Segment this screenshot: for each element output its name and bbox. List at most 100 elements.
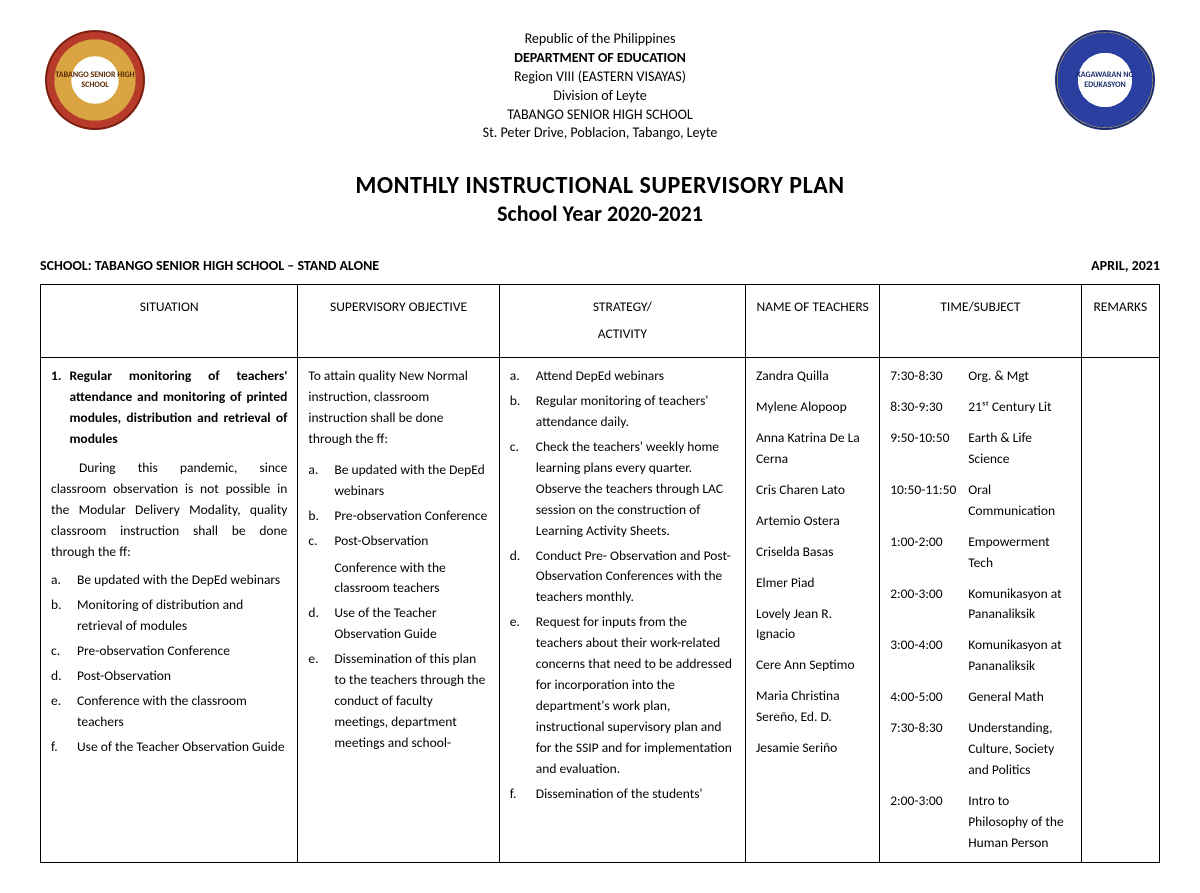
teacher-name: Cere Ann Septimo (756, 655, 869, 676)
strategy-item: Dissemination of the students' (536, 784, 703, 805)
teacher-name: Anna Katrina De La Cerna (756, 428, 869, 470)
cell-objective: To attain quality New Normal instruction… (298, 358, 499, 863)
letterhead: TABANGO SENIOR HIGH SCHOOL Republic of t… (40, 30, 1160, 143)
list-marker: c. (308, 531, 324, 552)
objective-list: a.Be updated with the DepEd webinars b. P… (308, 460, 488, 754)
situation-paragraph: During this pandemic, since classroom ob… (51, 458, 287, 563)
subject: Komunikasyon at Pananaliksik (968, 584, 1070, 626)
list-marker: c. (51, 641, 67, 662)
list-marker: e. (308, 649, 324, 754)
list-marker: e. (51, 691, 67, 733)
time-slot: 1:00-2:00 (890, 532, 958, 574)
col-header-time: TIME/SUBJECT (880, 285, 1081, 358)
list-marker: b. (510, 391, 526, 433)
situation-number: 1. (51, 366, 61, 450)
objective-item: Pre-observation Conference (334, 506, 487, 527)
teacher-name: Jesamie Seriño (756, 738, 869, 759)
school-seal-icon: TABANGO SENIOR HIGH SCHOOL (45, 30, 145, 130)
list-marker: a. (308, 460, 324, 502)
time-slot: 10:50-11:50 (890, 480, 958, 522)
list-marker: b. (308, 506, 324, 527)
list-marker: b. (51, 595, 67, 637)
col-header-strategy-top: STRATEGY/ (506, 297, 739, 318)
teacher-name: Zandra Quilla (756, 366, 869, 387)
strategy-item: Check the teachers' weekly home learning… (536, 437, 735, 542)
cell-teachers: Zandra Quilla Mylene Alopoop Anna Katrin… (745, 358, 879, 863)
objective-item: Post-Observation (334, 531, 428, 552)
col-header-teachers: NAME OF TEACHERS (745, 285, 879, 358)
objective-item: Be updated with the DepEd webinars (334, 460, 488, 502)
objective-item: Use of the Teacher Observation Guide (334, 603, 488, 645)
situation-item: Use of the Teacher Observation Guide (77, 737, 285, 758)
seal-right-text: KAGAWARAN NG EDUKASYON (1063, 70, 1147, 90)
time-slot: 2:00-3:00 (890, 584, 958, 626)
strategy-item: Conduct Pre- Observation and Post-Observ… (536, 546, 735, 609)
subject: Intro to Philosophy of the Human Person (968, 791, 1070, 854)
school-seal-left: TABANGO SENIOR HIGH SCHOOL (40, 30, 150, 130)
plan-row-1: 1. Regular monitoring of teachers' atten… (41, 358, 1160, 863)
list-marker (308, 558, 324, 600)
subject: General Math (968, 687, 1070, 708)
strategy-item: Regular monitoring of teachers' attendan… (536, 391, 735, 433)
time-slot: 7:30-8:30 (890, 366, 958, 387)
situation-item: Monitoring of distribution and retrieval… (77, 595, 287, 637)
time-slot: 2:00-3:00 (890, 791, 958, 854)
list-marker: d. (308, 603, 324, 645)
letterhead-line-2: DEPARTMENT OF EDUCATION (150, 49, 1050, 68)
time-slot: 8:30-9:30 (890, 397, 958, 418)
school-label: SCHOOL: TABANGO SENIOR HIGH SCHOOL – STA… (40, 257, 379, 274)
teacher-name: Artemio Ostera (756, 511, 869, 532)
cell-situation: 1. Regular monitoring of teachers' atten… (41, 358, 298, 863)
letterhead-line-5: TABANGO SENIOR HIGH SCHOOL (150, 106, 1050, 125)
situation-item: Post-Observation (77, 666, 171, 687)
letterhead-line-3: Region VIII (EASTERN VISAYAS) (150, 68, 1050, 87)
teacher-name: Cris Charen Lato (756, 480, 869, 501)
col-header-strategy: STRATEGY/ ACTIVITY (499, 285, 745, 358)
time-slot: 4:00-5:00 (890, 687, 958, 708)
document-subtitle: School Year 2020-2021 (40, 200, 1160, 227)
subject: Understanding, Culture, Society and Poli… (968, 718, 1070, 781)
list-marker: e. (510, 612, 526, 779)
plan-table-head: SITUATION SUPERVISORY OBJECTIVE STRATEGY… (41, 285, 1160, 358)
subject: Oral Communication (968, 480, 1070, 522)
list-marker: d. (51, 666, 67, 687)
list-marker: c. (510, 437, 526, 542)
strategy-item: Request for inputs from the teachers abo… (536, 612, 735, 779)
document-title-block: MONTHLY INSTRUCTIONAL SUPERVISORY PLAN S… (40, 171, 1160, 227)
letterhead-line-1: Republic of the Philippines (150, 30, 1050, 49)
situation-item: Pre-observation Conference (77, 641, 230, 662)
time-slot: 3:00-4:00 (890, 635, 958, 677)
strategy-item: Attend DepEd webinars (536, 366, 664, 387)
seal-left-text: TABANGO SENIOR HIGH SCHOOL (53, 70, 137, 90)
meta-row: SCHOOL: TABANGO SENIOR HIGH SCHOOL – STA… (40, 257, 1160, 274)
objective-item: Dissemination of this plan to the teache… (334, 649, 488, 754)
situation-item: Conference with the classroom teachers (77, 691, 287, 733)
subject: Empowerment Tech (968, 532, 1070, 574)
subject: Org. & Mgt (968, 366, 1070, 387)
document-title: MONTHLY INSTRUCTIONAL SUPERVISORY PLAN (40, 171, 1160, 200)
time-slot: 9:50-10:50 (890, 428, 958, 470)
col-header-situation: SITUATION (41, 285, 298, 358)
cell-time-subject: 7:30-8:30Org. & Mgt 8:30-9:3021ˢᵗ Centur… (880, 358, 1081, 863)
strategy-list: a.Attend DepEd webinars b.Regular monito… (510, 366, 735, 804)
col-header-objective: SUPERVISORY OBJECTIVE (298, 285, 499, 358)
list-marker: d. (510, 546, 526, 609)
deped-seal-right: KAGAWARAN NG EDUKASYON (1050, 30, 1160, 130)
situation-heading: Regular monitoring of teachers' attendan… (69, 366, 287, 450)
teacher-name: Criselda Basas (756, 542, 869, 563)
month-label: APRIL, 2021 (1091, 257, 1160, 274)
teacher-name: Maria Christina Sereño, Ed. D. (756, 686, 869, 728)
plan-table: SITUATION SUPERVISORY OBJECTIVE STRATEGY… (40, 284, 1160, 862)
time-slot: 7:30-8:30 (890, 718, 958, 781)
teacher-name: Lovely Jean R. Ignacio (756, 604, 869, 646)
teacher-name: Elmer Piad (756, 573, 869, 594)
objective-item: Conference with the classroom teachers (334, 558, 488, 600)
situation-list: a.Be updated with the DepEd webinars b.M… (51, 570, 287, 757)
teacher-name: Mylene Alopoop (756, 397, 869, 418)
subject: Earth & Life Science (968, 428, 1070, 470)
col-header-remarks: REMARKS (1081, 285, 1159, 358)
col-header-strategy-bottom: ACTIVITY (506, 324, 739, 345)
objective-intro: To attain quality New Normal instruction… (308, 366, 488, 450)
list-marker: f. (510, 784, 526, 805)
deped-seal-icon: KAGAWARAN NG EDUKASYON (1055, 30, 1155, 130)
